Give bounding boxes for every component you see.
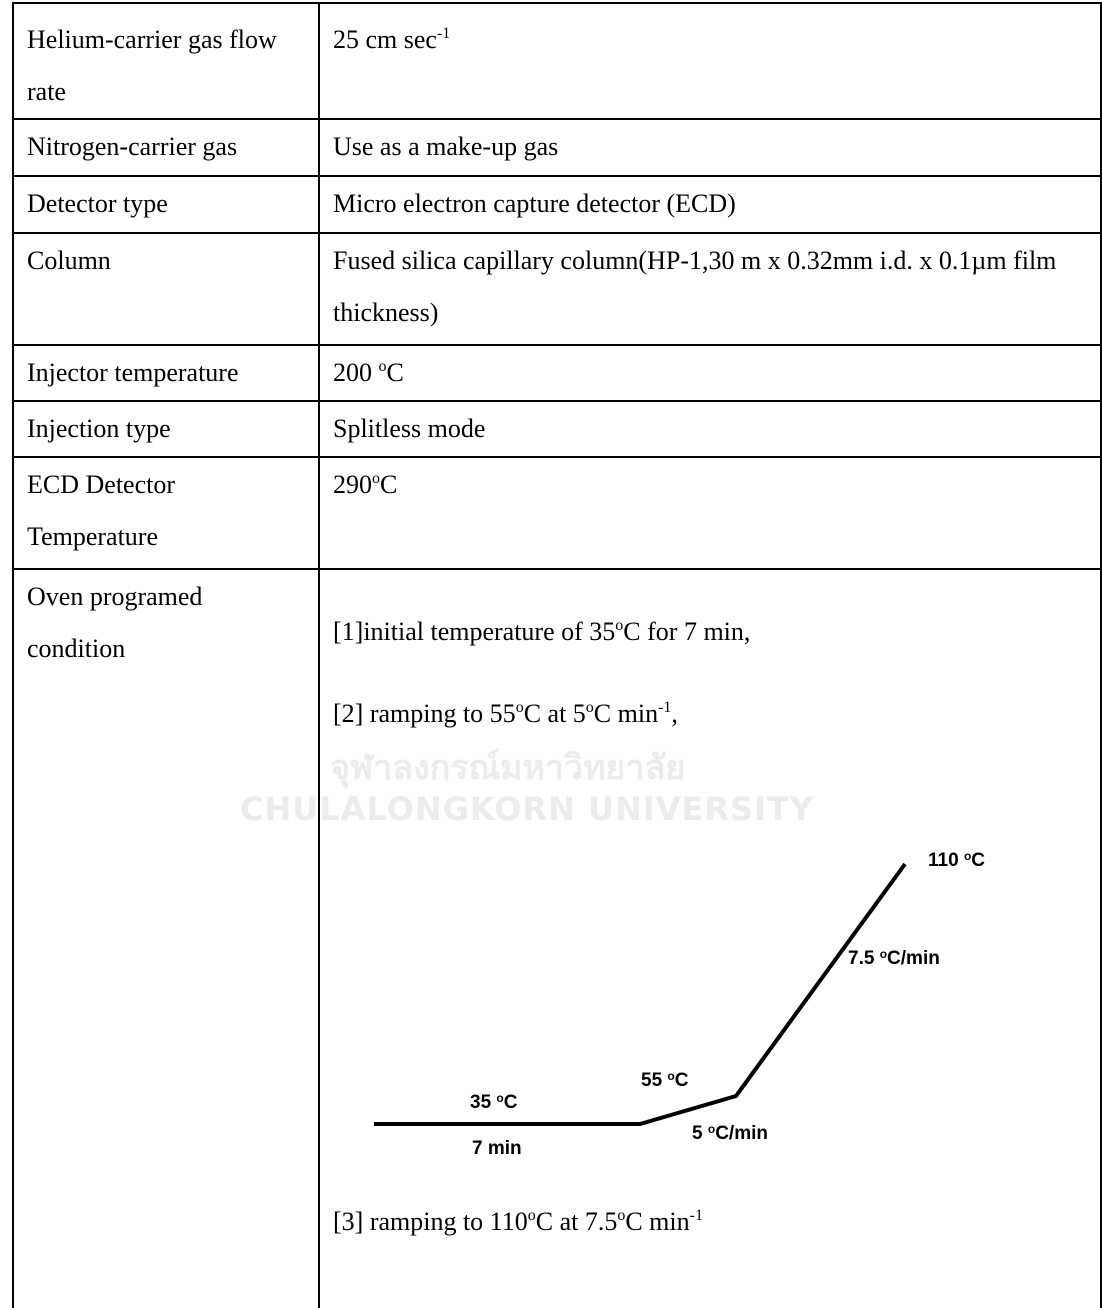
- diagram-label: 35 oC: [470, 1092, 518, 1114]
- text-run: C min: [625, 1207, 690, 1236]
- row-border: [12, 400, 1102, 402]
- text-run: 7.5: [848, 948, 880, 969]
- text-run: ,: [671, 699, 678, 728]
- text-run: 25 cm sec: [333, 25, 437, 54]
- text-run: 5: [692, 1123, 708, 1144]
- step: [3] ramping to 110oC at 7.5oC min-1: [333, 1196, 703, 1248]
- row-border: [12, 456, 1102, 458]
- text-run: C for 7 min,: [623, 617, 751, 646]
- row-border: [12, 175, 1102, 177]
- text-run: C: [971, 850, 986, 871]
- column-border: [318, 2, 320, 1308]
- profile-line: [374, 862, 907, 1126]
- text-run: Splitless mode: [333, 414, 486, 443]
- superscript: o: [707, 1122, 716, 1136]
- row-label: Injector temperature: [27, 358, 239, 387]
- text-run: C at 7.5: [535, 1207, 618, 1236]
- text-run: 200: [333, 358, 379, 387]
- superscript: o: [667, 1069, 675, 1083]
- text-run: C min: [593, 699, 659, 728]
- row-border: [12, 344, 1102, 346]
- diagram-label: 110 oC: [928, 850, 985, 872]
- diagram-label: 7.5 oC/min: [848, 948, 940, 970]
- superscript: o: [378, 358, 387, 375]
- text-run: 55: [641, 1070, 668, 1091]
- text-run: C at 5: [523, 699, 586, 728]
- row-value: 200 oC: [333, 347, 1093, 399]
- row-label: Helium-carrier gas flow rate: [27, 25, 277, 106]
- text-run: 110: [928, 850, 964, 871]
- text-run: 7 min: [472, 1138, 522, 1159]
- row-border: [12, 118, 1102, 120]
- text-run: C: [386, 358, 404, 387]
- row-border: [12, 2, 1102, 4]
- superscript: o: [585, 699, 594, 716]
- superscript: o: [615, 617, 624, 634]
- row-value: Use as a make-up gas: [333, 121, 1093, 173]
- superscript: o: [515, 699, 524, 716]
- text-run: C: [674, 1070, 689, 1091]
- superscript: -1: [436, 25, 451, 42]
- superscript: o: [617, 1207, 626, 1224]
- row-label: Injection type: [27, 414, 171, 443]
- row-label: Oven programed condition: [27, 582, 203, 663]
- text-run: C: [380, 470, 398, 499]
- row-value: Splitless mode: [333, 403, 1093, 455]
- text-run: 290: [333, 470, 372, 499]
- step: [2] ramping to 55oC at 5oC min-1,: [333, 688, 678, 740]
- text-run: Fused silica capillary column(HP-1,30 m …: [333, 246, 1057, 327]
- text-run: C: [503, 1092, 518, 1113]
- row-border: [12, 568, 1102, 570]
- superscript: -1: [689, 1207, 703, 1224]
- column-border: [1100, 2, 1102, 1308]
- text-run: Use as a make-up gas: [333, 132, 559, 161]
- watermark-english: CHULALONGKORN UNIVERSITY: [240, 790, 814, 828]
- superscript: o: [496, 1091, 504, 1105]
- superscript: o: [372, 470, 380, 487]
- row-label: ECD Detector Temperature: [27, 470, 176, 551]
- watermark-thai: จุฬาลงกรณ์มหาวิทยาลัย: [330, 748, 686, 788]
- column-border: [12, 2, 14, 1308]
- row-value: Micro electron capture detector (ECD): [333, 178, 1093, 230]
- diagram-label: 5 oC/min: [692, 1123, 768, 1145]
- text-run: Micro electron capture detector (ECD): [333, 189, 736, 218]
- text-run: [2] ramping to 55: [333, 699, 516, 728]
- text-run: C/min: [715, 1123, 768, 1144]
- superscript: o: [527, 1207, 536, 1224]
- row-value: 25 cm sec-1: [333, 14, 1093, 66]
- text-run: C/min: [887, 948, 940, 969]
- diagram-label: 55 oC: [641, 1070, 689, 1092]
- row-label: Column: [27, 246, 111, 275]
- text-run: [1]initial temperature of 35: [333, 617, 616, 646]
- superscript: o: [879, 947, 888, 961]
- text-run: [3] ramping to 110: [333, 1207, 528, 1236]
- row-label: Nitrogen-carrier gas: [27, 132, 238, 161]
- row-border: [12, 232, 1102, 234]
- row-label: Detector type: [27, 189, 168, 218]
- row-value: Fused silica capillary column(HP-1,30 m …: [333, 235, 1093, 339]
- step: [1]initial temperature of 35oC for 7 min…: [333, 606, 750, 658]
- superscript: o: [963, 849, 972, 863]
- diagram-label: 7 min: [472, 1138, 522, 1160]
- text-run: 35: [470, 1092, 497, 1113]
- superscript: -1: [658, 699, 672, 716]
- row-value: 290oC: [333, 459, 1093, 511]
